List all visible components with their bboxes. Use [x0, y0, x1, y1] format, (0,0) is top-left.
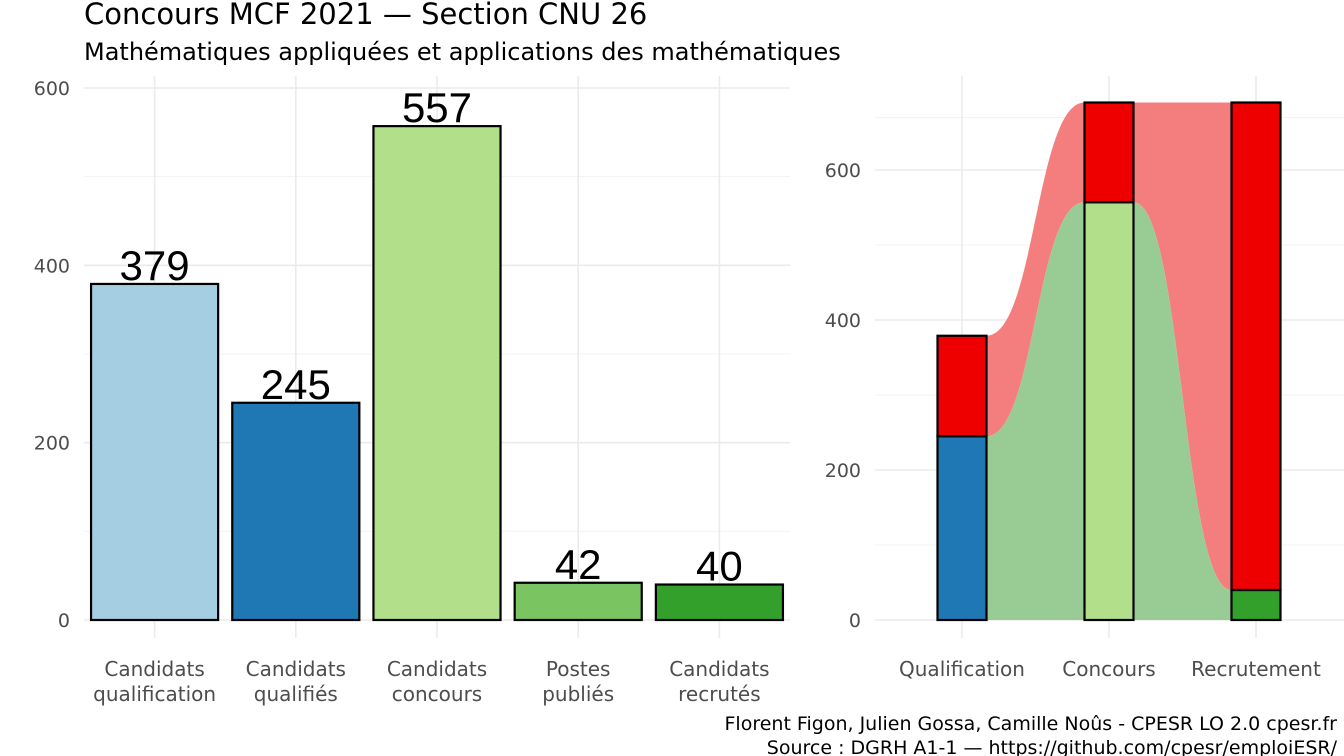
- bar-4: [654, 583, 785, 622]
- bar-value-label: 40: [696, 543, 743, 590]
- left-y-tick-label: 600: [34, 78, 70, 100]
- right-x-tick-label: Recrutement: [1191, 657, 1321, 681]
- right-y-tick-label: 600: [825, 160, 861, 182]
- chart-title: Concours MCF 2021 — Section CNU 26: [84, 0, 647, 31]
- right-y-tick-label: 0: [849, 610, 861, 632]
- bar-0: [89, 282, 220, 622]
- left-x-tick-label: Postes publiés: [542, 657, 614, 706]
- bar-1: [231, 401, 361, 622]
- right-x-tick-label: Concours: [1062, 657, 1155, 681]
- stack-bottom-0: [936, 435, 988, 622]
- left-x-tick-label: Candidats qualifiés: [246, 657, 346, 706]
- right-x-tick-label: Qualification: [899, 657, 1025, 681]
- left-y-tick-label: 400: [34, 255, 70, 277]
- bar-value-label: 379: [120, 242, 190, 289]
- bar-value-label: 557: [402, 84, 472, 131]
- left-bar-chart: 0 200 400 600 379 Candidats qualification 245 Ca…: [34, 76, 790, 706]
- stack-bottom-2: [1230, 588, 1282, 622]
- caption-authors: Florent Figon, Julien Gossa, Camille Noû…: [724, 713, 1337, 735]
- left-x-tick-label: Candidats qualification: [93, 657, 216, 706]
- left-x-tick-label: Candidats concours: [387, 657, 487, 706]
- red-flow-band: [986, 102, 1232, 590]
- right-flow-chart: 0 200 400 600 Qualification Concours Recruteme…: [825, 76, 1344, 681]
- stack-top-0: [936, 334, 988, 438]
- left-x-tick-label: Candidats recrutés: [669, 657, 769, 706]
- stack-top-1: [1083, 101, 1135, 204]
- bar-value-label: 245: [261, 361, 331, 408]
- chart-subtitle: Mathématiques appliquées et applications…: [84, 38, 841, 66]
- stack-top-2: [1230, 101, 1282, 592]
- bar-2: [372, 125, 502, 622]
- right-y-tick-label: 200: [825, 460, 861, 482]
- left-y-tick-label: 200: [34, 433, 70, 455]
- left-y-tick-label: 0: [58, 610, 70, 632]
- stack-bottom-1: [1083, 201, 1135, 622]
- bar-value-label: 42: [555, 541, 602, 588]
- right-y-tick-label: 400: [825, 310, 861, 332]
- bar-3: [513, 581, 643, 622]
- caption-source: Source : DGRH A1-1 — https://github.com/…: [767, 737, 1338, 756]
